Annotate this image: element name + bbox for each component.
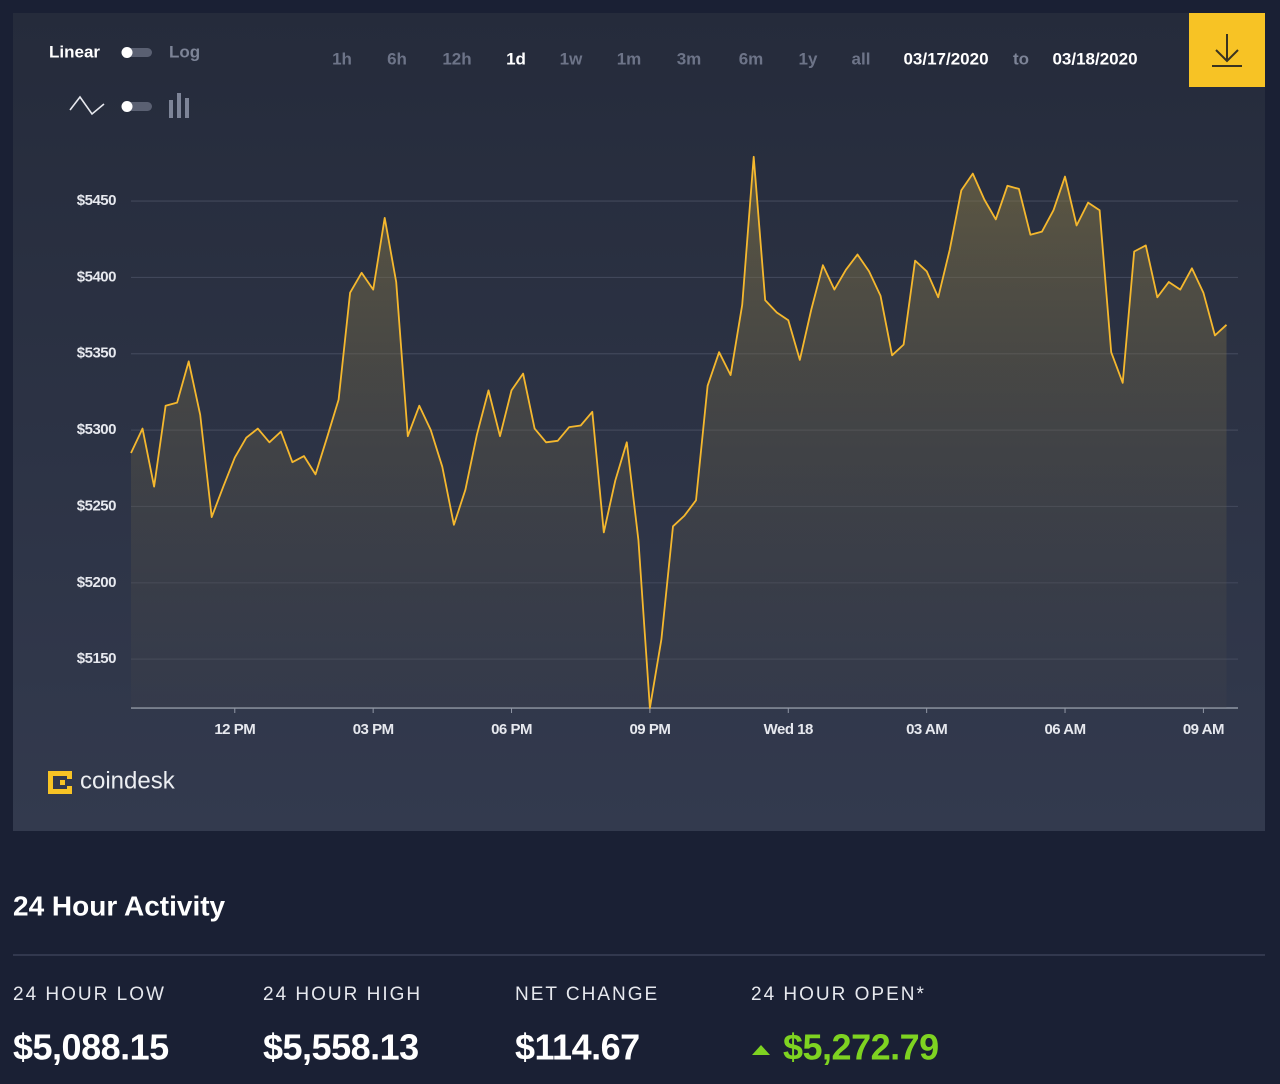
stat-value: $5,088.15 xyxy=(13,1027,169,1068)
stat-label: 24 HOUR HIGH xyxy=(263,984,422,1005)
stat-value: $5,272.79 xyxy=(783,1027,939,1068)
candle-icon[interactable] xyxy=(169,93,189,118)
range-button[interactable]: 1d xyxy=(506,49,526,68)
brand-logo xyxy=(48,771,72,794)
x-tick-label: 06 PM xyxy=(491,721,532,738)
stat-value: $5,558.13 xyxy=(263,1027,419,1068)
stat-label: 24 HOUR LOW xyxy=(13,984,166,1005)
y-tick-label: $5300 xyxy=(77,421,116,438)
y-tick-label: $5450 xyxy=(77,192,116,209)
price-area xyxy=(131,156,1227,709)
y-tick-label: $5200 xyxy=(77,574,116,591)
download-icon xyxy=(1212,34,1242,67)
x-tick-label: 03 AM xyxy=(906,721,947,738)
x-tick-label: 12 PM xyxy=(214,721,255,738)
stat-label: NET CHANGE xyxy=(515,984,659,1005)
stat-value: $114.67 xyxy=(515,1027,640,1068)
price-line xyxy=(130,155,1228,709)
range-button[interactable]: 1y xyxy=(799,49,818,68)
y-tick-label: $5400 xyxy=(77,268,116,285)
chart-type-knob xyxy=(121,101,133,112)
line-icon[interactable] xyxy=(69,95,105,116)
range-button[interactable]: 3m xyxy=(677,49,702,68)
range-button[interactable]: 1w xyxy=(560,49,583,68)
x-tick-label: 09 AM xyxy=(1183,721,1224,738)
activity-title: 24 Hour Activity xyxy=(13,890,226,921)
y-tick-label: $5350 xyxy=(77,345,116,362)
y-tick-label: $5250 xyxy=(77,497,116,514)
scale-log[interactable]: Log xyxy=(169,42,200,61)
y-tick-label: $5150 xyxy=(77,650,116,667)
range-button[interactable]: 6m xyxy=(739,49,764,68)
date-from[interactable]: 03/17/2020 xyxy=(903,49,988,68)
stat-label: 24 HOUR OPEN* xyxy=(751,984,926,1005)
scale-linear[interactable]: Linear xyxy=(49,42,100,61)
date-separator: to xyxy=(1013,49,1029,68)
brand-name: coindesk xyxy=(80,767,176,794)
x-tick-label: Wed 18 xyxy=(764,721,813,738)
range-button[interactable]: 12h xyxy=(442,49,471,68)
date-to[interactable]: 03/18/2020 xyxy=(1052,49,1137,68)
x-tick-label: 06 AM xyxy=(1044,721,1085,738)
range-button[interactable]: 1m xyxy=(617,49,642,68)
range-button[interactable]: 1h xyxy=(332,49,352,68)
up-arrow xyxy=(752,1045,770,1055)
x-tick-label: 09 PM xyxy=(629,721,670,738)
range-button[interactable]: 6h xyxy=(387,49,407,68)
scale-toggle-knob xyxy=(121,47,133,58)
x-tick-label: 03 PM xyxy=(353,721,394,738)
range-button[interactable]: all xyxy=(852,49,871,68)
